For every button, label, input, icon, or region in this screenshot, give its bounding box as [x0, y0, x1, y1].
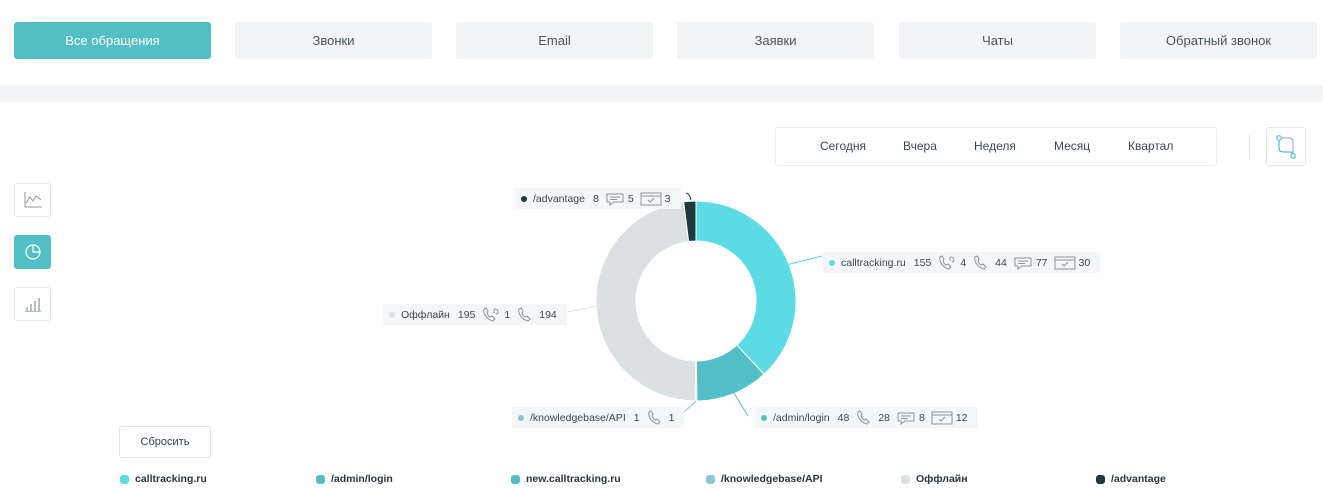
slice-label-total: 1 [633, 411, 640, 424]
period-week[interactable]: Неделя [974, 139, 1016, 153]
slice-label-calls: 44 [995, 256, 1007, 269]
slice-label-name: Оффлайн [401, 308, 450, 321]
line-chart-view-button[interactable] [14, 183, 51, 217]
period-month[interactable]: Месяц [1054, 139, 1091, 153]
slice-label-calls: 194 [539, 308, 557, 321]
donut-slice-0[interactable] [695, 200, 797, 375]
donut-slice-4[interactable] [683, 200, 697, 243]
tab-email[interactable]: Email [456, 22, 653, 59]
callback-icon [939, 254, 955, 270]
phone-icon [974, 254, 987, 270]
legend-swatch [511, 474, 520, 484]
legend-label: /knowledgebase/API [721, 473, 823, 485]
period-yesterday[interactable]: Вчера [903, 139, 937, 153]
legend-label: calltracking.ru [135, 473, 207, 485]
slice-label-total: 155 [913, 256, 932, 269]
period-today[interactable]: Сегодня [820, 139, 866, 153]
slice-label-calls: 1 [668, 411, 675, 424]
period-selector: Сегодня Вчера Неделя Месяц Квартал [775, 127, 1217, 166]
phone-icon [518, 306, 531, 322]
slice-label-name: /knowledgebase/API [530, 411, 626, 424]
reset-button[interactable]: Сбросить [119, 426, 211, 458]
slice-label-advantage: /advantage 8 5 3 [515, 188, 681, 209]
leader-line-calltracking [785, 255, 823, 266]
slice-label-forms: 30 [1078, 256, 1091, 269]
route-icon [1276, 134, 1296, 159]
legend-swatch [706, 474, 715, 484]
slice-label-forms: 12 [955, 411, 968, 424]
section-divider [0, 85, 1323, 102]
slice-label-admin: /admin/login 48 28 8 12 [755, 407, 978, 428]
legend-item-calltracking[interactable]: calltracking.ru [120, 472, 207, 486]
legend-swatch [316, 474, 325, 484]
leader-lines [561, 192, 823, 417]
slice-label-forms: 3 [664, 192, 671, 205]
chat-icon [1014, 257, 1032, 270]
tab-requests[interactable]: Заявки [677, 22, 874, 59]
form-icon [931, 411, 953, 424]
line-chart-icon [24, 192, 42, 208]
legend-swatch [901, 474, 910, 484]
legend-swatch [120, 474, 129, 484]
callback-icon [483, 306, 499, 322]
bar-chart-view-button[interactable] [14, 287, 51, 321]
channel-tabs: Все обращения Звонки Email Заявки Чаты О… [14, 22, 1317, 59]
bar-chart-icon [24, 298, 41, 312]
legend-item-advantage[interactable]: /advantage [1096, 472, 1166, 486]
slice-label-chats: 5 [627, 192, 634, 205]
legend-label: /advantage [1111, 473, 1166, 485]
slice-dot [761, 414, 767, 421]
tab-chats[interactable]: Чаты [899, 22, 1096, 59]
slice-label-offline: Оффлайн 195 1 194 [383, 304, 567, 325]
phone-icon [857, 409, 871, 425]
slice-label-callbacks: 1 [504, 308, 511, 321]
phone-icon [647, 409, 661, 425]
legend-item-offline[interactable]: Оффлайн [901, 472, 968, 486]
slice-label-chats: 77 [1035, 256, 1048, 269]
slice-label-calls: 28 [878, 411, 890, 424]
slice-label-total: 195 [457, 308, 476, 321]
chat-icon [897, 412, 915, 425]
chat-icon [606, 193, 624, 206]
period-quarter[interactable]: Квартал [1128, 139, 1174, 153]
tab-all-requests[interactable]: Все обращения [14, 22, 211, 59]
slice-dot [829, 259, 835, 266]
leader-line-advantage [685, 192, 692, 201]
toolbar-separator [1249, 135, 1250, 159]
slice-dot [518, 414, 524, 421]
legend-item-new-calltracking[interactable]: new.calltracking.ru [511, 472, 621, 486]
slice-dot [521, 195, 527, 202]
slice-label-chats: 8 [919, 411, 925, 424]
legend-item-kb[interactable]: /knowledgebase/API [706, 472, 823, 486]
tab-calls[interactable]: Звонки [235, 22, 432, 59]
legend-swatch [1096, 474, 1105, 484]
legend-label: /admin/login [331, 473, 393, 485]
slice-label-callbacks: 4 [960, 256, 967, 269]
slice-label-name: /advantage [533, 192, 585, 205]
slice-dot [389, 311, 395, 318]
legend-label: Оффлайн [916, 473, 968, 485]
form-icon [1054, 256, 1076, 269]
legend-label: new.calltracking.ru [526, 473, 621, 485]
slice-label-total: 8 [592, 192, 599, 205]
pie-chart-view-button[interactable] [14, 235, 51, 269]
slice-label-name: /admin/login [773, 411, 830, 424]
slice-label-kb: /knowledgebase/API 1 1 [512, 407, 685, 428]
slice-label-name: calltracking.ru [841, 256, 906, 269]
route-button[interactable] [1266, 127, 1306, 166]
slice-label-calltracking: calltracking.ru 155 4 44 77 30 [823, 252, 1101, 273]
tab-callback[interactable]: Обратный звонок [1120, 22, 1317, 59]
leader-line-kb [683, 400, 697, 413]
slice-label-total: 48 [837, 411, 850, 424]
leader-line-offline [561, 305, 599, 314]
form-icon [640, 192, 662, 205]
leader-line-admin [733, 392, 749, 417]
legend-item-admin[interactable]: /admin/login [316, 472, 393, 486]
donut-slice-3[interactable] [595, 201, 697, 402]
pie-chart-icon [24, 244, 41, 260]
